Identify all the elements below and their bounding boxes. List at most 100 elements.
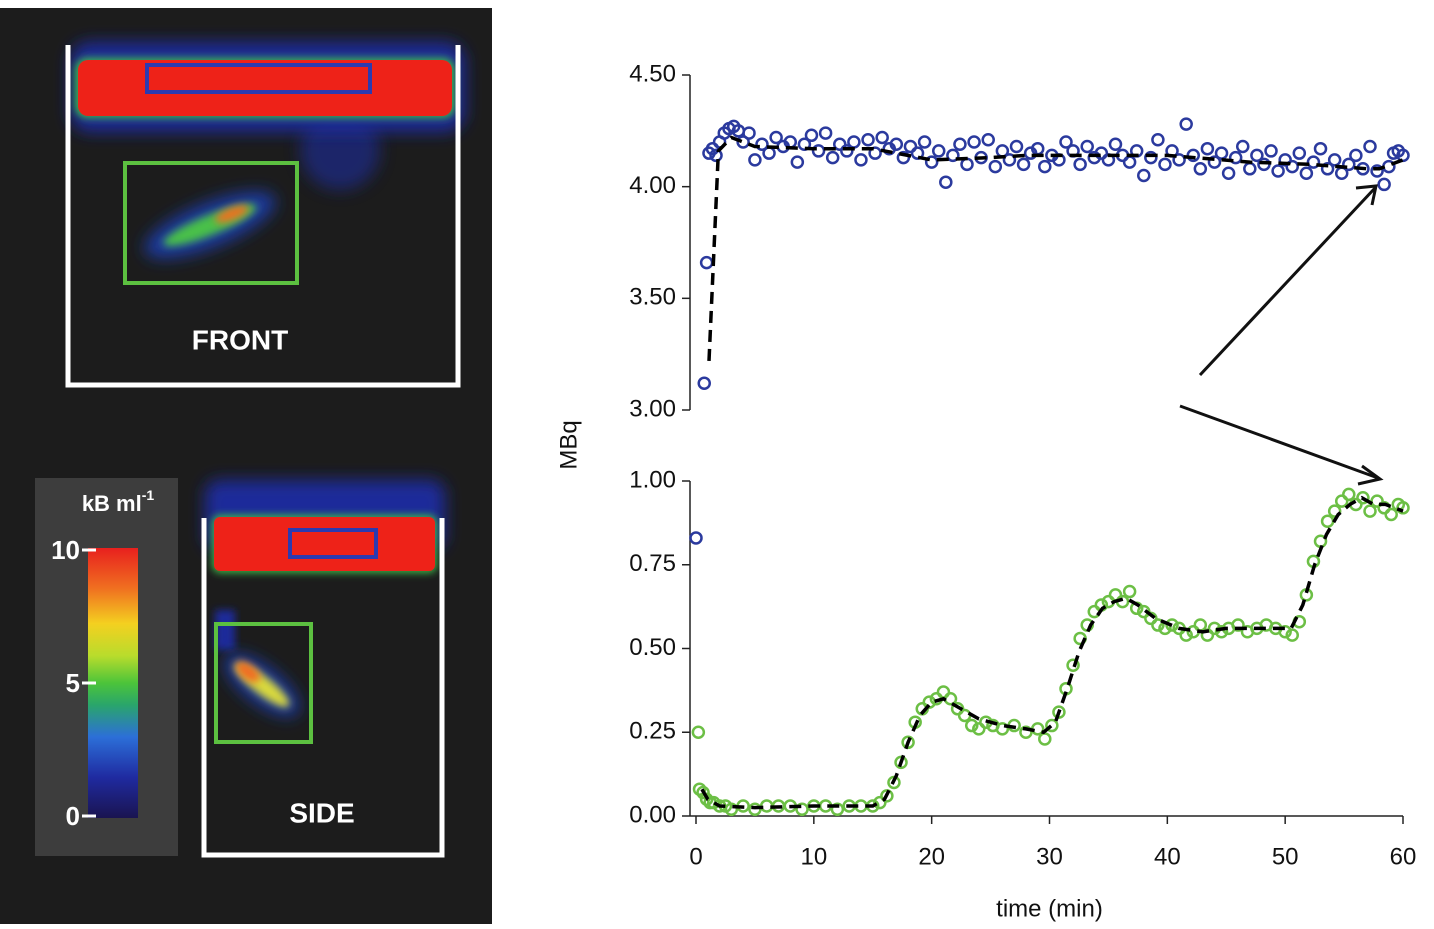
data-point [1306, 155, 1321, 169]
data-point [1165, 618, 1179, 632]
data-point [981, 133, 995, 147]
heat-bar [214, 517, 435, 571]
data-point [1221, 166, 1236, 181]
roi-box [145, 63, 372, 94]
data-point [762, 146, 776, 160]
x-tick-label: 20 [918, 843, 945, 870]
data-point [922, 695, 937, 709]
data-point [748, 153, 762, 167]
data-point [1235, 139, 1250, 154]
data-point [1285, 628, 1299, 642]
data-point [1228, 150, 1243, 165]
data-point [1080, 139, 1094, 154]
data-point [896, 150, 911, 165]
data-point [1214, 146, 1229, 160]
data-point [1349, 148, 1363, 163]
data-point [705, 141, 720, 156]
data-point [1045, 718, 1059, 733]
data-point [1002, 153, 1017, 167]
data-point [1327, 153, 1342, 167]
bracket [201, 518, 445, 858]
data-point [854, 153, 868, 167]
annotation-arrows [1179, 184, 1384, 486]
arrow [1179, 404, 1379, 480]
data-point [861, 133, 875, 147]
y-tick-label: 0.50 [629, 634, 676, 661]
data-point [939, 175, 953, 189]
data-point [1200, 141, 1215, 156]
data-point [1122, 155, 1137, 169]
data-point [953, 137, 967, 151]
data-point [988, 159, 1003, 174]
data-point [1264, 144, 1278, 158]
data-point [1073, 157, 1087, 172]
data-point [1016, 157, 1031, 172]
data-point [1059, 135, 1073, 149]
roi-box [288, 528, 378, 559]
data-point [917, 135, 932, 149]
data-point [910, 146, 925, 160]
data-point [972, 722, 986, 736]
x-tick-label: 60 [1390, 843, 1417, 870]
unit-sup: -1 [142, 487, 155, 503]
x-tick-label: 10 [800, 843, 827, 870]
data-point [1108, 137, 1123, 151]
bracket [65, 45, 461, 388]
unit-text: kB ml [82, 491, 142, 516]
data-point [1179, 117, 1193, 131]
data-point [1363, 139, 1377, 154]
data-point [901, 735, 915, 750]
data-point [1038, 159, 1052, 174]
data-point [1094, 146, 1109, 160]
data-point [724, 802, 739, 817]
data-point [1313, 141, 1328, 156]
data-point [1151, 133, 1165, 147]
y-tick-label: 0.25 [629, 718, 676, 745]
data-point [1122, 584, 1137, 599]
data-point [825, 150, 840, 165]
x-tick-label: 30 [1036, 843, 1063, 870]
arrow [1198, 186, 1377, 377]
data-point [748, 802, 762, 817]
data-point [873, 795, 887, 810]
data-point [1137, 168, 1151, 183]
data-point [709, 148, 723, 163]
y-tick-label: 4.50 [629, 60, 676, 87]
data-point [1144, 150, 1158, 165]
colorbar-unit: kB ml-1 [82, 487, 155, 516]
image-label: FRONT [192, 324, 288, 355]
data-point [1327, 504, 1342, 518]
data-point [1334, 494, 1349, 508]
data-point [1231, 618, 1245, 632]
data-point [847, 135, 861, 149]
data-point [1384, 507, 1398, 522]
data-point [830, 802, 845, 817]
data-point [924, 155, 939, 169]
data-point [946, 148, 960, 163]
data-point [1193, 618, 1208, 632]
data-point [1299, 166, 1314, 181]
data-point [1285, 159, 1299, 174]
data-point [1009, 139, 1024, 154]
data-point [868, 146, 882, 160]
data-point [769, 130, 783, 145]
data-point [840, 144, 854, 158]
x-tick-label: 40 [1154, 843, 1181, 870]
data-point [818, 126, 833, 140]
data-point [903, 139, 918, 154]
data-point [950, 702, 965, 716]
heat-glow [215, 610, 235, 650]
x-tick-label: 50 [1272, 843, 1299, 870]
roi-box [214, 622, 313, 744]
data-point [811, 144, 826, 158]
chart: 3.00 3.50 4.00 4.50 0.00 0.25 0.50 0.75 1.00 0 10 2… [555, 60, 1416, 922]
data-point [889, 137, 904, 151]
data-point [1356, 491, 1370, 505]
data-point [689, 531, 703, 545]
data-point [1052, 705, 1066, 719]
arrow-head [1357, 464, 1384, 486]
fit-line [700, 495, 1404, 810]
y-tick-label: 3.00 [629, 395, 676, 422]
data-point [742, 126, 756, 140]
